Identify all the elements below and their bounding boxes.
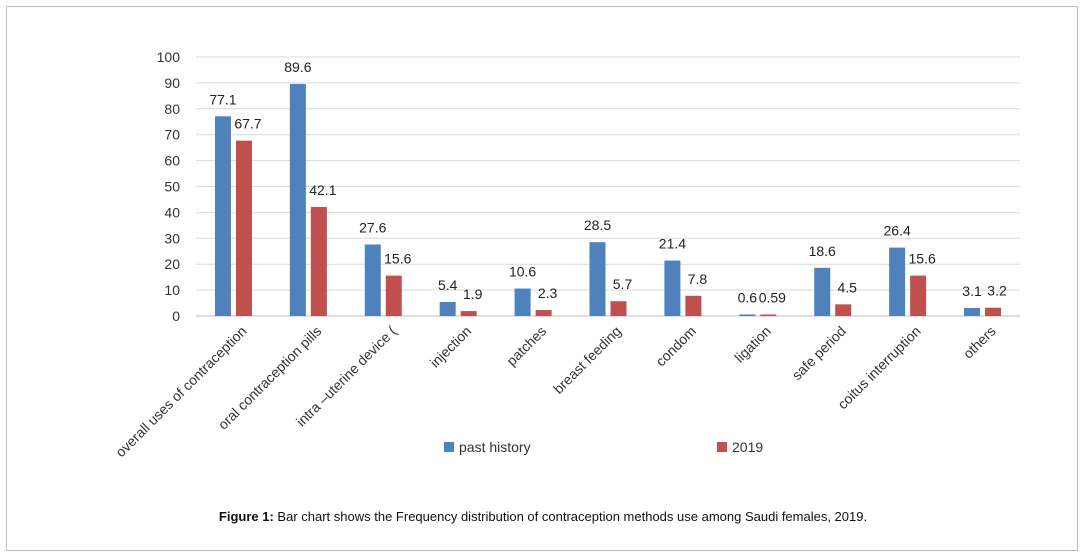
legend-2019-swatch xyxy=(717,442,727,452)
bar-2019-10 xyxy=(985,307,1002,316)
y-tick-label-10: 10 xyxy=(164,282,180,298)
bar-2019-0 xyxy=(235,140,252,316)
bars xyxy=(214,83,1002,316)
data-label-2019-4: 2.3 xyxy=(538,285,558,301)
category-label-0: overall uses of contraception xyxy=(112,323,249,460)
bar-2019-1 xyxy=(310,206,327,316)
bar-2019-5 xyxy=(610,301,627,316)
figure-caption: Figure 1: Bar chart shows the Frequency … xyxy=(0,509,1086,524)
data-labels: 77.1 67.7 89.6 42.1 27.6 15.6 5.4 1.9 10.62.3 28.… xyxy=(209,59,1007,306)
category-label-5: breast feeding xyxy=(550,323,624,397)
legend-past-history-label: past history xyxy=(459,439,531,455)
bar-past-history-9 xyxy=(889,247,906,316)
legend: past history 2019 xyxy=(444,439,763,455)
bar-past-history-2 xyxy=(364,244,381,316)
bar-past-history-8 xyxy=(814,267,831,316)
data-label-past-history-3: 5.4 xyxy=(438,277,458,293)
data-label-past-history-7: 0.6 xyxy=(738,289,758,305)
data-label-2019-8: 4.5 xyxy=(837,279,857,295)
y-tick-label-60: 60 xyxy=(164,153,180,169)
y-tick-label-30: 30 xyxy=(164,230,180,246)
y-tick-label-90: 90 xyxy=(164,75,180,91)
category-label-3: injection xyxy=(427,323,475,371)
y-tick-label-0: 0 xyxy=(172,308,180,324)
category-label-6: condom xyxy=(652,323,699,370)
bar-past-history-1 xyxy=(289,83,306,316)
data-label-past-history-0: 77.1 xyxy=(209,91,236,107)
bar-past-history-6 xyxy=(664,260,681,316)
bar-2019-6 xyxy=(685,295,702,316)
data-label-2019-10: 3.2 xyxy=(987,283,1007,299)
figure-frame xyxy=(6,6,1078,551)
bar-past-history-4 xyxy=(514,288,531,316)
bar-chart: 0 10 20 30 40 50 60 70 80 90 100 77.1 67.7 89.6 42.1 2… xyxy=(112,49,1020,461)
bar-2019-3 xyxy=(460,311,477,316)
y-tick-label-20: 20 xyxy=(164,256,180,272)
y-tick-label-80: 80 xyxy=(164,101,180,117)
data-label-past-history-6: 21.4 xyxy=(659,236,686,252)
y-tick-label-50: 50 xyxy=(164,179,180,195)
data-label-2019-9: 15.6 xyxy=(909,251,936,267)
bar-2019-4 xyxy=(535,310,552,316)
data-label-past-history-10: 3.1 xyxy=(962,283,982,299)
data-label-past-history-8: 18.6 xyxy=(809,243,836,259)
data-label-2019-6: 7.8 xyxy=(688,271,708,287)
data-label-2019-5: 5.7 xyxy=(613,276,633,292)
bar-past-history-3 xyxy=(439,302,456,316)
data-label-2019-3: 1.9 xyxy=(463,286,483,302)
bar-past-history-5 xyxy=(589,242,606,316)
data-label-past-history-5: 28.5 xyxy=(584,217,611,233)
y-tick-label-100: 100 xyxy=(157,49,181,65)
data-label-past-history-2: 27.6 xyxy=(359,220,386,236)
legend-2019-label: 2019 xyxy=(732,439,763,455)
legend-past-history-swatch xyxy=(444,442,454,452)
data-label-past-history-4: 10.6 xyxy=(509,264,536,280)
data-label-2019-1: 42.1 xyxy=(309,182,336,198)
category-label-10: others xyxy=(960,323,999,362)
bar-2019-7 xyxy=(760,314,777,316)
caption-text: Bar chart shows the Frequency distributi… xyxy=(273,509,868,524)
y-axis-ticks: 0 10 20 30 40 50 60 70 80 90 100 xyxy=(157,49,181,324)
data-label-past-history-9: 26.4 xyxy=(884,223,911,239)
category-label-8: safe period xyxy=(789,323,849,383)
category-label-7: ligation xyxy=(731,323,774,366)
y-tick-label-70: 70 xyxy=(164,127,180,143)
bar-2019-2 xyxy=(385,275,402,316)
data-label-past-history-1: 89.6 xyxy=(284,59,311,75)
bar-past-history-7 xyxy=(739,314,756,316)
category-label-4: patches xyxy=(503,323,549,369)
gridlines xyxy=(196,56,1020,317)
data-label-2019-0: 67.7 xyxy=(234,116,261,132)
bar-past-history-10 xyxy=(964,307,981,316)
bar-2019-8 xyxy=(835,304,852,316)
category-label-9: coitus interruption xyxy=(834,323,923,412)
y-tick-label-40: 40 xyxy=(164,204,180,220)
bar-2019-9 xyxy=(910,275,927,316)
caption-label: Figure 1: xyxy=(218,509,274,524)
bar-past-history-0 xyxy=(214,116,231,316)
data-label-2019-2: 15.6 xyxy=(384,251,411,267)
data-label-2019-7: 0.59 xyxy=(759,289,786,305)
